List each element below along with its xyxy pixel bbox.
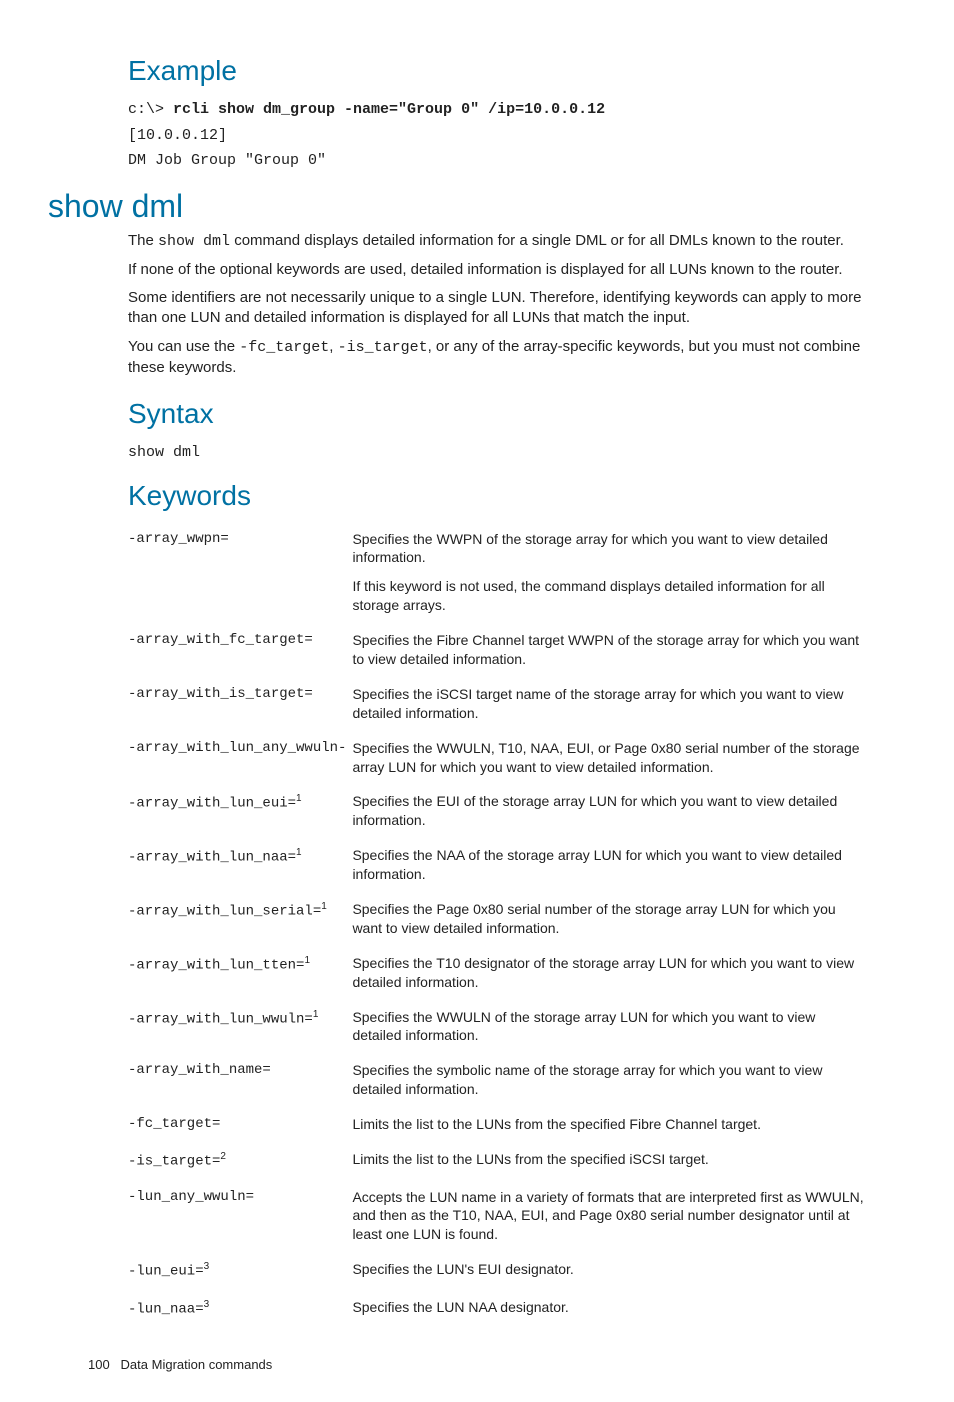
keyword-name: -array_with_fc_target= bbox=[128, 623, 352, 677]
keyword-footnote: 1 bbox=[304, 955, 310, 966]
code-inline: -is_target bbox=[338, 339, 428, 356]
page-number: 100 bbox=[88, 1357, 110, 1372]
showdml-p2: If none of the optional keywords are use… bbox=[128, 260, 869, 280]
keyword-name: -array_with_name= bbox=[128, 1053, 352, 1107]
keyword-name: -is_target=2 bbox=[128, 1142, 352, 1180]
keyword-name: -lun_naa=3 bbox=[128, 1290, 352, 1328]
keyword-row: -lun_naa=3Specifies the LUN NAA designat… bbox=[128, 1290, 869, 1328]
footer-section: Data Migration commands bbox=[121, 1357, 273, 1372]
keyword-desc: Specifies the symbolic name of the stora… bbox=[352, 1053, 869, 1107]
keyword-name: -array_with_is_target= bbox=[128, 677, 352, 731]
keyword-desc: Specifies the WWULN, T10, NAA, EUI, or P… bbox=[352, 731, 869, 785]
keyword-name: -array_with_lun_wwuln=1 bbox=[128, 1000, 352, 1054]
keywords-table: -array_wwpn=Specifies the WWPN of the st… bbox=[128, 522, 869, 1328]
keyword-desc: Specifies the WWPN of the storage array … bbox=[352, 522, 869, 624]
keyword-row: -array_with_name=Specifies the symbolic … bbox=[128, 1053, 869, 1107]
keyword-row: -array_with_lun_eui=1Specifies the EUI o… bbox=[128, 784, 869, 838]
keyword-name: -array_wwpn= bbox=[128, 522, 352, 624]
example-code: c:\> rcli show dm_group -name="Group 0" … bbox=[128, 97, 869, 174]
syntax-code: show dml bbox=[128, 440, 869, 466]
text: command displays detailed information fo… bbox=[230, 232, 844, 249]
example-out2: DM Job Group "Group 0" bbox=[128, 152, 326, 169]
example-command: rcli show dm_group -name="Group 0" /ip=1… bbox=[173, 101, 605, 118]
keyword-name: -fc_target= bbox=[128, 1107, 352, 1142]
keyword-desc: Specifies the NAA of the storage array L… bbox=[352, 838, 869, 892]
code-inline: -fc_target bbox=[239, 339, 329, 356]
example-out1: [10.0.0.12] bbox=[128, 127, 227, 144]
show-dml-heading: show dml bbox=[48, 188, 869, 225]
text: You can use the bbox=[128, 338, 239, 355]
syntax-heading: Syntax bbox=[128, 398, 869, 430]
keyword-footnote: 2 bbox=[220, 1151, 226, 1162]
text: , bbox=[329, 338, 337, 355]
keyword-name: -lun_any_wwuln= bbox=[128, 1180, 352, 1253]
keyword-row: -fc_target=Limits the list to the LUNs f… bbox=[128, 1107, 869, 1142]
keyword-row: -array_with_is_target=Specifies the iSCS… bbox=[128, 677, 869, 731]
showdml-p3: Some identifiers are not necessarily uni… bbox=[128, 288, 869, 329]
keyword-desc: Specifies the Fibre Channel target WWPN … bbox=[352, 623, 869, 677]
keyword-desc: Limits the list to the LUNs from the spe… bbox=[352, 1142, 869, 1180]
keyword-name: -array_with_lun_eui=1 bbox=[128, 784, 352, 838]
keyword-row: -array_with_lun_serial=1Specifies the Pa… bbox=[128, 892, 869, 946]
keyword-row: -array_with_lun_any_wwuln-Specifies the … bbox=[128, 731, 869, 785]
keyword-desc: Specifies the WWULN of the storage array… bbox=[352, 1000, 869, 1054]
keyword-desc: Limits the list to the LUNs from the spe… bbox=[352, 1107, 869, 1142]
code-inline: show dml bbox=[158, 233, 230, 250]
prompt: c:\> bbox=[128, 101, 173, 118]
keyword-name: -array_with_lun_any_wwuln- bbox=[128, 731, 352, 785]
keyword-row: -lun_any_wwuln=Accepts the LUN name in a… bbox=[128, 1180, 869, 1253]
keyword-desc: Specifies the T10 designator of the stor… bbox=[352, 946, 869, 1000]
keyword-name: -array_with_lun_naa=1 bbox=[128, 838, 352, 892]
example-heading: Example bbox=[128, 55, 869, 87]
keyword-desc: Specifies the iSCSI target name of the s… bbox=[352, 677, 869, 731]
keywords-heading: Keywords bbox=[128, 480, 869, 512]
keyword-footnote: 3 bbox=[204, 1299, 210, 1310]
keyword-name: -array_with_lun_serial=1 bbox=[128, 892, 352, 946]
showdml-p4: You can use the -fc_target, -is_target, … bbox=[128, 337, 869, 379]
keyword-desc: Specifies the LUN NAA designator. bbox=[352, 1290, 869, 1328]
text: The bbox=[128, 232, 158, 249]
keyword-desc: Specifies the EUI of the storage array L… bbox=[352, 784, 869, 838]
keyword-name: -array_with_lun_tten=1 bbox=[128, 946, 352, 1000]
keyword-footnote: 1 bbox=[313, 1009, 319, 1020]
keyword-row: -array_with_fc_target=Specifies the Fibr… bbox=[128, 623, 869, 677]
keyword-desc: Specifies the Page 0x80 serial number of… bbox=[352, 892, 869, 946]
keyword-row: -array_wwpn=Specifies the WWPN of the st… bbox=[128, 522, 869, 624]
keyword-footnote: 1 bbox=[296, 847, 302, 858]
keyword-row: -array_with_lun_tten=1Specifies the T10 … bbox=[128, 946, 869, 1000]
showdml-p1: The show dml command displays detailed i… bbox=[128, 231, 869, 252]
keyword-footnote: 1 bbox=[321, 901, 327, 912]
keyword-footnote: 1 bbox=[296, 793, 302, 804]
keyword-row: -array_with_lun_naa=1Specifies the NAA o… bbox=[128, 838, 869, 892]
keyword-desc: Accepts the LUN name in a variety of for… bbox=[352, 1180, 869, 1253]
keyword-row: -is_target=2Limits the list to the LUNs … bbox=[128, 1142, 869, 1180]
keyword-row: -array_with_lun_wwuln=1Specifies the WWU… bbox=[128, 1000, 869, 1054]
page-footer: 100 Data Migration commands bbox=[88, 1357, 869, 1372]
